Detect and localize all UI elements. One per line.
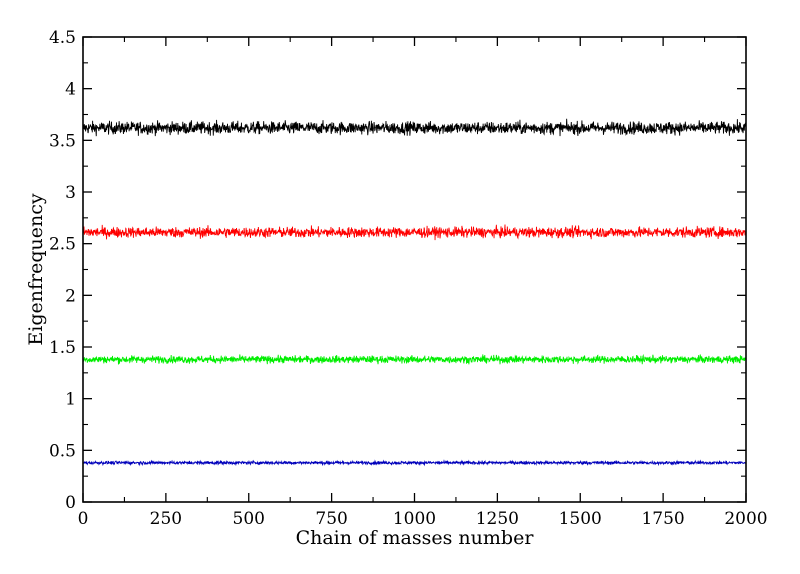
ticks-layer: [82, 36, 747, 503]
x-tick-label: 1250: [476, 509, 519, 529]
y-tick-label: 4.5: [49, 28, 76, 48]
x-tick-label: 1000: [393, 509, 436, 529]
series-line-mode-3: [82, 224, 747, 241]
x-tick-label: 250: [150, 509, 182, 529]
x-tick-label: 1750: [641, 509, 684, 529]
y-tick-label: 1.5: [49, 338, 76, 358]
y-tick-label: 3.5: [49, 131, 76, 151]
x-tick-label: 750: [315, 509, 347, 529]
y-tick-label: 2: [65, 286, 76, 306]
plot-frame: [82, 36, 747, 503]
x-tick-label: 500: [233, 509, 265, 529]
labels-layer: 0 250 500 750 1000 1250 1500 1750 2000 0 0.5 1 1.5 2 2…: [49, 28, 768, 529]
y-tick-label: 0: [65, 493, 76, 513]
series-line-mode-1: [82, 459, 747, 467]
y-axis-title: Eigenfrequency: [25, 193, 47, 345]
y-tick-label: 3: [65, 183, 76, 203]
y-tick-label: 0.5: [49, 441, 76, 461]
y-tick-label: 1: [65, 390, 76, 410]
series-line-mode-4: [82, 118, 747, 137]
x-tick-label: 1500: [559, 509, 602, 529]
x-axis-title: Chain of masses number: [296, 527, 535, 549]
x-tick-label: 0: [78, 509, 89, 529]
x-tick-label: 2000: [724, 509, 767, 529]
y-tick-label: 2.5: [49, 235, 76, 255]
y-tick-label: 4: [65, 80, 76, 100]
series-line-mode-2: [82, 353, 747, 365]
series-layer: [82, 118, 747, 467]
